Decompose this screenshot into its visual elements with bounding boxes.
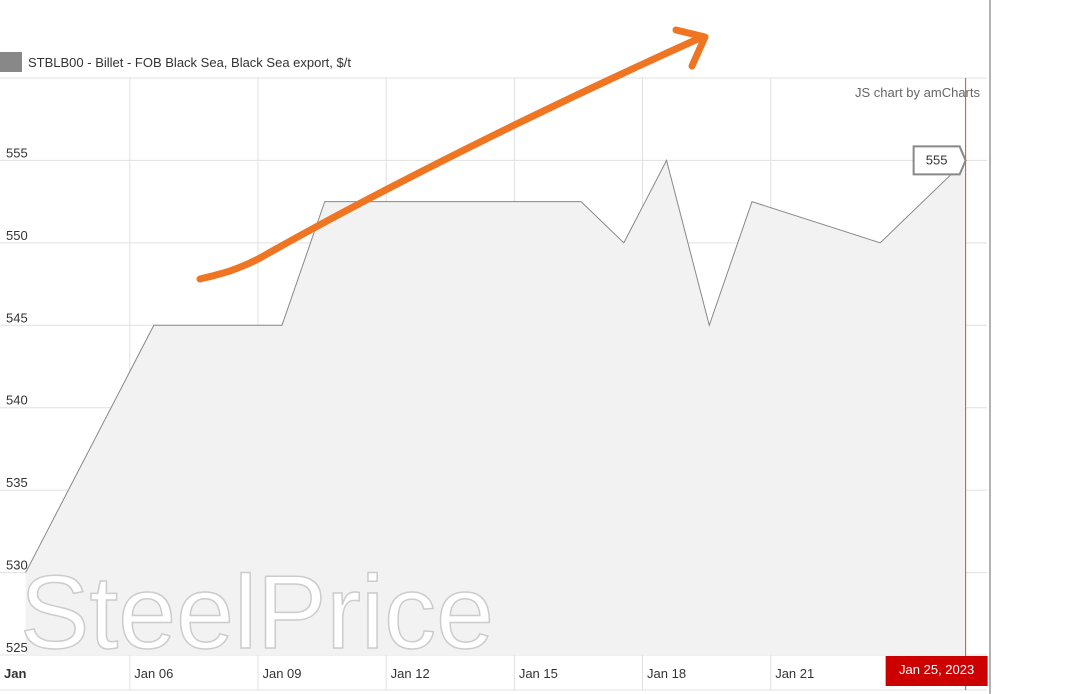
y-tick-label: 555 <box>6 145 28 160</box>
x-tick-label: Jan 06 <box>134 666 173 681</box>
y-tick-label: 550 <box>6 228 28 243</box>
x-tick-label: Jan 12 <box>391 666 430 681</box>
x-tick-label: Jan 18 <box>647 666 686 681</box>
y-tick-label: 545 <box>6 310 28 325</box>
x-tick-label: Jan 21 <box>775 666 814 681</box>
y-tick-label: 540 <box>6 393 28 408</box>
area <box>25 160 966 655</box>
x-tick-label: Jan 15 <box>519 666 558 681</box>
cursor-label-bg <box>885 656 988 686</box>
line <box>25 159 966 573</box>
legend-swatch <box>0 52 22 72</box>
value-balloon <box>912 145 967 176</box>
watermark: SteelPrice <box>20 555 494 671</box>
plot <box>25 159 966 655</box>
credit: JS chart by amCharts <box>855 85 980 100</box>
x-tick-label: Jan <box>4 666 26 681</box>
x-tick-label: Jan 09 <box>262 666 301 681</box>
y-tick-label: 535 <box>6 475 28 490</box>
y-tick-label: 525 <box>6 640 28 655</box>
y-tick-label: 530 <box>6 558 28 573</box>
annotation-arrow <box>196 26 709 283</box>
legend-label: STBLB00 - Billet - FOB Black Sea, Black … <box>28 55 351 70</box>
value-label: 555 <box>926 152 948 167</box>
cursor-label: Jan 25, 2023 <box>899 662 974 677</box>
